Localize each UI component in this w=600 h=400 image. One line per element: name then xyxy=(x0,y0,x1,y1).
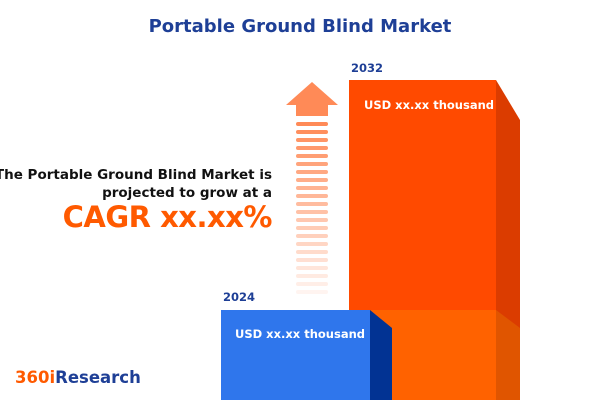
arrow-stripe xyxy=(296,138,328,142)
arrow-stripe xyxy=(296,234,328,238)
bar-2024-front xyxy=(221,310,370,400)
logo-part-2: Research xyxy=(55,368,141,387)
description-line-2: projected to grow at a xyxy=(102,185,272,201)
arrow-stripe xyxy=(296,194,328,198)
data-label-2032: USD xx.xx thousand xyxy=(364,98,495,112)
arrow-stripe xyxy=(296,266,328,270)
arrow-stripe xyxy=(296,218,328,222)
tick-label-2024: 2024 xyxy=(223,290,256,304)
arrow-stripe xyxy=(296,210,328,214)
arrow-stripe xyxy=(296,258,328,262)
arrow-stripe xyxy=(296,274,328,278)
arrow-stripe xyxy=(296,130,328,134)
arrow-stripe xyxy=(296,122,328,126)
arrow-stripe xyxy=(296,170,328,174)
bar-2032-lower-side xyxy=(496,310,520,400)
arrow-stripe xyxy=(296,162,328,166)
logo-part-1: 360i xyxy=(15,368,56,387)
arrow-stripe xyxy=(296,178,328,182)
arrow-stripe xyxy=(296,290,328,294)
arrow-head xyxy=(286,82,338,116)
cagr-value: CAGR xx.xx% xyxy=(62,200,273,234)
logo: 360iResearch xyxy=(15,368,141,387)
description-line-1: The Portable Ground Blind Market is xyxy=(0,167,272,183)
arrow-stripe xyxy=(296,282,328,286)
arrow-stripe xyxy=(296,154,328,158)
arrow-stripe xyxy=(296,226,328,230)
growth-arrow-icon xyxy=(286,82,338,294)
chart-title: Portable Ground Blind Market xyxy=(148,16,452,37)
data-label-2024: USD xx.xx thousand xyxy=(235,327,366,341)
arrow-stripe xyxy=(296,186,328,190)
arrow-stripe xyxy=(296,202,328,206)
arrow-stripe xyxy=(296,146,328,150)
growth-description: The Portable Ground Blind Market is proj… xyxy=(0,166,272,202)
arrow-stripe xyxy=(296,242,328,246)
arrow-stripe xyxy=(296,250,328,254)
bar-2024-side xyxy=(370,310,392,400)
tick-label-2032: 2032 xyxy=(351,61,384,75)
